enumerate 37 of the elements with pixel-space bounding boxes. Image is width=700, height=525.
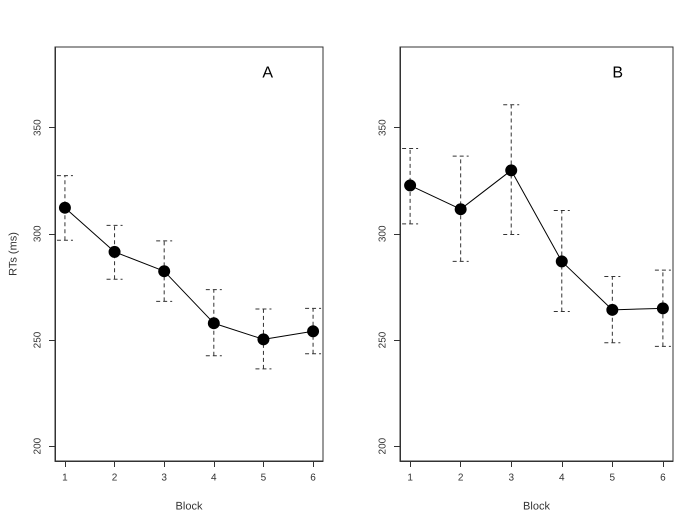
x-tick-label: 2	[458, 472, 464, 484]
x-tick-label: 6	[310, 472, 316, 484]
x-tick-label: 6	[660, 472, 666, 484]
y-tick-label: 300	[378, 225, 388, 242]
x-tick-label: 3	[161, 472, 168, 484]
y-tick-label: 350	[32, 118, 44, 136]
annotation: A	[262, 64, 274, 82]
point	[505, 164, 518, 176]
x-tick-label: 4	[211, 472, 218, 484]
x-tick-label: 4	[558, 472, 565, 484]
y-tick-label: 300	[32, 225, 44, 242]
point	[606, 304, 618, 316]
x-tick-label: 3	[508, 472, 514, 484]
y-tick-label: 250	[378, 331, 388, 348]
point	[257, 333, 270, 346]
y-tick-label: 350	[378, 118, 388, 136]
x-axis-title: Block	[176, 500, 203, 512]
point	[208, 317, 220, 330]
annotation: B	[612, 64, 623, 82]
x-tick-label: 2	[112, 472, 118, 484]
point	[656, 302, 669, 314]
x-tick-label: 1	[62, 472, 68, 484]
point	[404, 179, 416, 192]
y-axis-title: RTs (ms)	[8, 232, 20, 276]
point	[158, 265, 170, 278]
point	[454, 203, 467, 216]
point	[108, 246, 121, 258]
point	[58, 202, 71, 214]
point	[307, 325, 320, 338]
y-tick-label: 250	[32, 331, 44, 348]
point	[556, 255, 568, 268]
x-tick-label: 1	[407, 472, 414, 484]
x-tick-label: 5	[610, 472, 616, 484]
y-tick-label: 200	[378, 437, 388, 454]
x-axis-title: Block	[523, 500, 550, 512]
x-tick-label: 5	[260, 472, 267, 484]
y-tick-label: 200	[32, 437, 44, 454]
